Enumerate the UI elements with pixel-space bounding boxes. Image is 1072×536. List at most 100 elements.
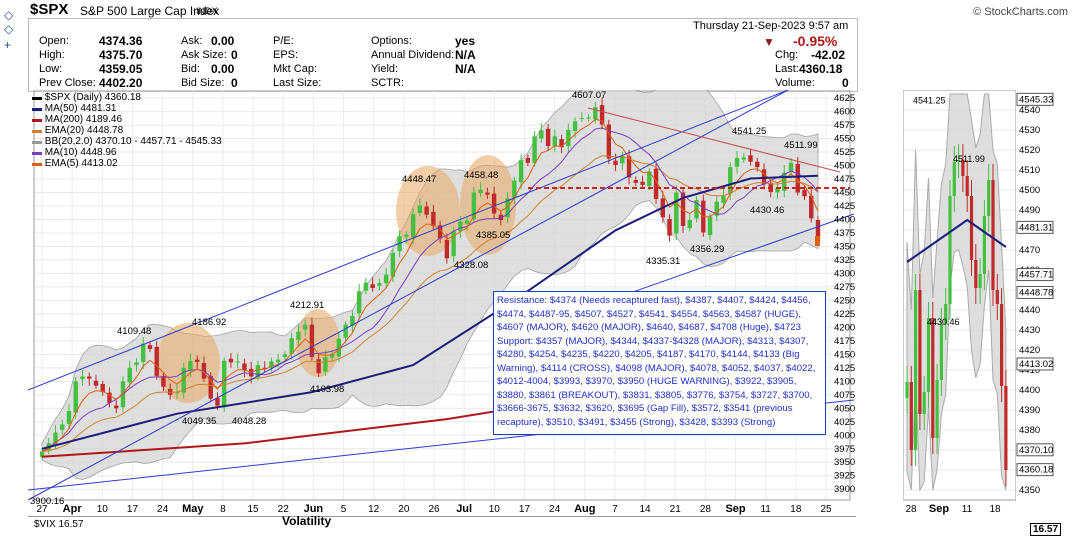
legend-ma50: ▬ MA(50) 4481.31	[32, 103, 117, 114]
candle-body	[782, 172, 787, 191]
mkt-cap-label: Mkt Cap:	[273, 63, 318, 75]
y-tick-label: 4510	[1019, 165, 1040, 176]
candle-body	[390, 252, 396, 277]
candle-body	[505, 198, 510, 218]
y-tick-label: 4550	[834, 134, 855, 145]
ask-size-value: 0	[231, 48, 238, 62]
candle-body	[525, 157, 531, 163]
title-bar: $SPX S&P 500 Large Cap Index INDX © Stoc…	[0, 0, 1072, 20]
candle-body	[431, 211, 436, 226]
exchange-label: INDX	[196, 6, 218, 16]
candle-body	[424, 206, 429, 215]
candle-body	[228, 358, 234, 363]
vix-label: $VIX 16.57	[34, 519, 84, 530]
right-value-box	[1016, 268, 1054, 282]
y-tick-label: 4225	[834, 309, 855, 320]
chevron-down-icon[interactable]: ◇	[4, 22, 14, 36]
right-value-box	[1016, 443, 1054, 457]
zoom-price-axis: 4350436043704380439044004410442044304440…	[1016, 92, 1054, 496]
y-tick-label: 4200	[834, 322, 855, 333]
bid-label: Bid:	[181, 63, 200, 75]
plus-icon[interactable]: +	[4, 38, 12, 52]
y-tick-label: 4050	[834, 403, 855, 414]
change-percent: -0.95%	[793, 33, 838, 49]
price-annotation: 4109.48	[117, 326, 151, 337]
x-tick-label: 27	[36, 504, 48, 515]
bid-size-value: 0	[231, 76, 238, 90]
y-tick-label: 4625	[834, 93, 855, 104]
candle-body	[343, 324, 348, 338]
x-tick-label: 5	[341, 504, 347, 515]
right-value-label: 4448.78	[1019, 287, 1053, 298]
candle-body	[485, 192, 490, 195]
candle-body	[728, 167, 733, 194]
candle-body	[809, 195, 814, 219]
y-tick-label: 4250	[834, 295, 855, 306]
price-annotation: 4048.28	[232, 416, 266, 427]
candle-body	[795, 163, 800, 193]
options-value: yes	[455, 34, 476, 48]
support-resistance-note: Resistance: $4374 (Needs recaptured fast…	[493, 291, 826, 435]
y-tick-label: 4500	[834, 161, 855, 172]
right-value-label: 4545.33	[1019, 94, 1053, 105]
y-tick-label: 4150	[834, 349, 855, 360]
trend-line	[587, 107, 841, 173]
legend-ema20: ▬ EMA(20) 4448.78	[32, 125, 124, 136]
right-value-box	[1016, 463, 1054, 477]
candle-body	[579, 118, 585, 120]
candle-body	[73, 381, 78, 413]
candle-body	[802, 189, 807, 197]
candle-body	[491, 193, 497, 214]
candle-body	[269, 361, 274, 368]
candle-body	[437, 225, 443, 239]
y-tick-label: 4440	[1019, 305, 1040, 316]
candle-body	[974, 260, 978, 288]
candle-body	[141, 343, 146, 362]
legend-price: ▬ $SPX (Daily) 4360.18	[32, 92, 141, 103]
candle-body	[995, 290, 999, 304]
down-triangle-icon: ▼	[763, 35, 775, 49]
candle-body	[741, 157, 746, 160]
candle-body	[329, 353, 335, 358]
highlight-circle	[460, 155, 516, 255]
y-tick-label: 4325	[834, 255, 855, 266]
candle-body	[188, 360, 193, 371]
price-annotation: 4448.47	[402, 174, 436, 185]
candle-body	[788, 162, 794, 172]
x-tick-label: 11	[760, 504, 771, 515]
y-tick-label: 4025	[834, 417, 855, 428]
candle-body	[714, 201, 719, 216]
ema5-line	[41, 118, 819, 452]
price-annotation: 4103.98	[310, 384, 344, 395]
candle-body	[674, 192, 679, 234]
candle-body	[586, 117, 591, 119]
price-annotation: 4186.92	[192, 317, 226, 328]
candle-body	[815, 220, 821, 242]
candle-body	[640, 181, 645, 185]
price-annotation: 4328.08	[454, 260, 488, 271]
candle-body	[282, 354, 288, 358]
chevron-up-icon[interactable]: ◇	[4, 8, 14, 22]
candle-body	[147, 345, 153, 349]
candle-body	[464, 220, 470, 224]
candle-body	[633, 180, 639, 183]
candle-body	[680, 192, 686, 226]
price-annotation: 4541.25	[732, 126, 766, 137]
price-annotation: 4458.48	[464, 170, 498, 181]
candle-body	[687, 220, 692, 229]
candle-body	[221, 360, 227, 408]
y-tick-label: 4275	[834, 282, 855, 293]
y-tick-label: 4390	[1019, 405, 1040, 416]
candle-body	[363, 282, 369, 291]
price-annotation: 4511.99	[784, 140, 818, 151]
candle-body	[965, 176, 969, 196]
symbol-title: $SPX	[30, 1, 69, 18]
x-tick-label: 18	[790, 504, 802, 515]
candle-body	[987, 180, 991, 216]
y-tick-label: 4420	[1019, 345, 1040, 356]
y-tick-label: 4400	[1019, 385, 1040, 396]
candle-body	[39, 451, 45, 457]
y-tick-label: 4000	[834, 430, 855, 441]
x-tick-label: 12	[368, 504, 380, 515]
x-tick-label: 21	[670, 504, 682, 515]
